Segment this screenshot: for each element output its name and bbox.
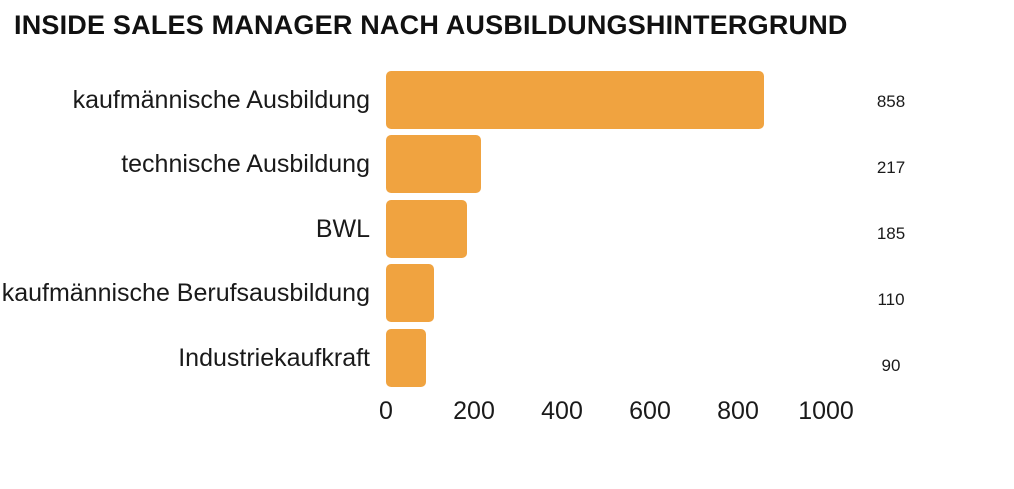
bar: [386, 135, 482, 194]
value-label: 217: [876, 158, 906, 177]
bar: [386, 328, 426, 387]
value-label: 110: [877, 290, 905, 309]
x-tick-label: 600: [629, 397, 671, 425]
bar: [386, 264, 435, 323]
x-tick-label: 800: [717, 397, 759, 425]
bar: [386, 199, 468, 258]
bar: [386, 71, 764, 129]
value-label: 185: [876, 224, 906, 243]
value-label: 90: [881, 356, 901, 375]
x-tick-label: 0: [379, 397, 393, 425]
category-label: Industriekaufkraft: [178, 343, 370, 372]
x-tick-label: 200: [453, 397, 495, 425]
category-label: kaufmännische Berufsausbildung: [1, 279, 370, 308]
category-label: kaufmännische Ausbildung: [72, 86, 370, 114]
x-tick-label: 1000: [798, 397, 854, 425]
category-label: technische Ausbildung: [121, 150, 370, 179]
value-label: 858: [876, 92, 906, 111]
x-tick-label: 400: [541, 397, 583, 425]
chart-title: INSIDE SALES MANAGER NACH AUSBILDUNGSHIN…: [14, 10, 848, 40]
category-label: BWL: [315, 214, 370, 243]
